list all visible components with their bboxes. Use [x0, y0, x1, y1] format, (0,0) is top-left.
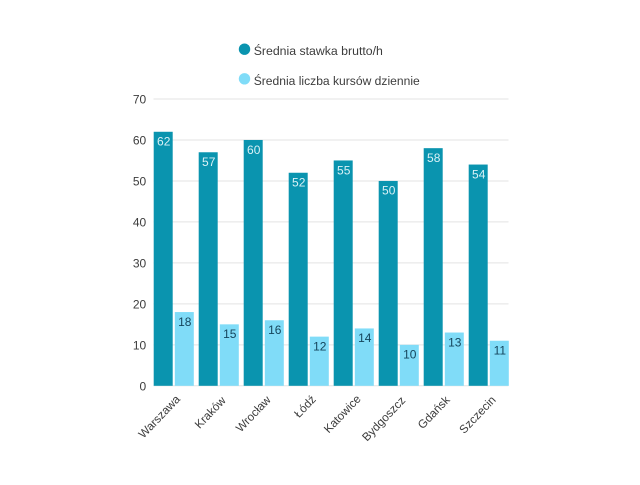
- svg-text:11: 11: [494, 344, 507, 358]
- svg-text:Średnia stawka brutto/h: Średnia stawka brutto/h: [254, 43, 383, 58]
- svg-text:50: 50: [133, 175, 147, 189]
- svg-text:62: 62: [157, 135, 171, 149]
- svg-text:16: 16: [268, 323, 282, 337]
- svg-text:10: 10: [403, 348, 417, 362]
- svg-text:57: 57: [202, 155, 216, 169]
- svg-text:0: 0: [140, 380, 147, 394]
- svg-text:10: 10: [133, 339, 147, 353]
- svg-text:30: 30: [133, 257, 147, 271]
- svg-text:40: 40: [133, 216, 147, 230]
- svg-text:13: 13: [448, 335, 462, 349]
- svg-text:50: 50: [382, 184, 396, 198]
- svg-text:14: 14: [358, 331, 372, 345]
- svg-text:52: 52: [292, 176, 306, 190]
- svg-text:Średnia liczba kursów dziennie: Średnia liczba kursów dziennie: [254, 73, 420, 88]
- svg-text:18: 18: [178, 315, 192, 329]
- svg-text:20: 20: [133, 298, 147, 312]
- svg-text:60: 60: [133, 134, 147, 148]
- svg-text:54: 54: [472, 167, 486, 181]
- svg-text:70: 70: [133, 93, 147, 107]
- svg-text:58: 58: [427, 151, 441, 165]
- svg-text:60: 60: [247, 143, 261, 157]
- svg-text:15: 15: [223, 327, 237, 341]
- svg-text:55: 55: [337, 163, 351, 177]
- svg-text:12: 12: [313, 339, 327, 353]
